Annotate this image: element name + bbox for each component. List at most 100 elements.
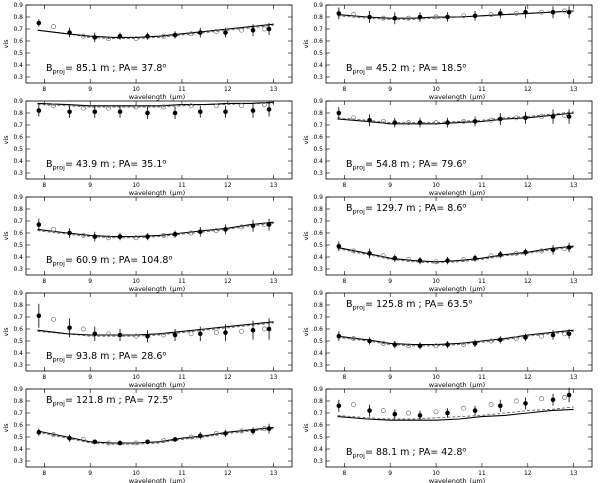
x-tick-label: 9 — [388, 86, 392, 93]
y-axis-label: vis — [2, 135, 10, 145]
baseline-value: 125.8 — [376, 299, 403, 310]
x-axis-label-unit: (μm) — [170, 285, 186, 293]
model-curve-dashed — [337, 406, 574, 420]
y-tick-label: 0.3 — [313, 74, 323, 81]
degree-symbol: o — [168, 254, 172, 262]
degree-symbol: o — [462, 202, 466, 210]
y-tick-label: 0.7 — [313, 122, 323, 129]
model-curve-dashed — [37, 102, 274, 108]
x-tick-label: 10 — [432, 278, 440, 285]
alt-data-point — [433, 14, 439, 20]
x-tick-label: 11 — [478, 86, 486, 93]
x-axis-label: wavelength (μm) — [429, 477, 485, 483]
panel-3: 8 9 10 11 12 13 0.3 0.4 0.5 0.6 0.7 0.8 0.9 wavelengt… — [2, 98, 293, 197]
x-axis-label-unit: (μm) — [470, 93, 486, 101]
y-tick-label: 0.7 — [13, 218, 23, 225]
y-tick-label: 0.6 — [13, 326, 23, 333]
data-point — [266, 107, 272, 112]
y-tick-label: 0.4 — [13, 350, 23, 357]
y-tick-label: 0.9 — [13, 194, 23, 201]
x-axis-label-text: wavelength — [429, 93, 467, 101]
data-point — [497, 116, 503, 122]
alt-data-point — [51, 316, 56, 322]
alt-data-point — [106, 235, 112, 241]
y-tick-label: 0.7 — [313, 314, 323, 321]
x-tick-label: 8 — [42, 278, 46, 285]
pa-value: 8.6 — [447, 203, 462, 214]
baseline-value: 93.8 — [76, 351, 97, 362]
y-tick-label: 0.4 — [13, 62, 23, 69]
baseline-subscript: proj — [353, 68, 366, 76]
data-point — [417, 343, 423, 349]
data-point — [67, 435, 72, 441]
y-axis-label: vis — [302, 327, 310, 337]
panel-4: 8 9 10 11 12 13 0.3 0.4 0.5 0.6 0.7 0.8 0.9 wavelengt… — [302, 98, 593, 197]
alt-data-point — [351, 336, 356, 342]
y-tick-label: 0.3 — [13, 362, 23, 369]
baseline-unit: m ; PA= — [397, 63, 441, 74]
alt-data-point — [80, 105, 86, 111]
y-axis-label: vis — [302, 423, 310, 433]
data-point — [472, 13, 478, 19]
plot-frame — [25, 100, 293, 180]
x-tick-label: 13 — [570, 470, 578, 477]
baseline-subscript: proj — [53, 260, 66, 268]
x-axis-label: wavelength (μm) — [429, 93, 485, 101]
data-point — [197, 229, 203, 235]
data-point — [92, 331, 98, 337]
x-tick-label: 10 — [132, 470, 140, 477]
y-tick-label: 0.7 — [313, 410, 323, 417]
baseline-prefix: B — [46, 63, 53, 74]
data-point — [67, 325, 72, 331]
x-tick-label: 10 — [132, 278, 140, 285]
data-point — [566, 331, 572, 337]
baseline-eq: = — [65, 63, 76, 74]
baseline-unit: m ; PA= — [403, 299, 447, 310]
data-point — [566, 392, 572, 398]
x-tick-label: 9 — [388, 278, 392, 285]
baseline-subscript: proj — [53, 356, 66, 364]
data-point — [117, 109, 123, 115]
alt-data-point — [461, 342, 467, 348]
plot-frame — [25, 292, 293, 372]
y-tick-label: 0.9 — [313, 98, 323, 105]
x-tick-label: 12 — [524, 86, 532, 93]
model-curve-dashed — [37, 322, 274, 337]
data-point — [550, 9, 556, 15]
x-tick-label: 13 — [270, 278, 278, 285]
plot-frame — [325, 196, 593, 276]
x-tick-label: 8 — [342, 278, 346, 285]
pa-value: 37.8 — [141, 63, 162, 74]
x-tick-label: 12 — [224, 470, 232, 477]
data-point — [497, 337, 503, 343]
y-tick-label: 0.4 — [313, 254, 323, 261]
baseline-eq: = — [65, 351, 76, 362]
alt-data-point — [133, 36, 139, 42]
y-tick-label: 0.5 — [313, 50, 323, 57]
data-point — [223, 431, 228, 436]
model-curve-solid — [37, 23, 274, 38]
baseline-unit: m ; PA= — [403, 203, 447, 214]
baseline-subscript: proj — [353, 452, 366, 460]
data-point — [472, 408, 478, 413]
alt-data-point — [213, 430, 219, 436]
y-tick-label: 0.4 — [13, 158, 23, 165]
data-point — [336, 403, 342, 409]
alt-data-point — [461, 13, 467, 19]
alt-data-point — [380, 118, 386, 124]
baseline-label: Bproj= 88.1 m ; PA= 42.8o — [346, 446, 466, 460]
y-tick-label: 0.8 — [13, 398, 23, 405]
baseline-prefix: B — [46, 351, 53, 362]
x-tick-label: 12 — [224, 182, 232, 189]
data-point — [367, 14, 372, 20]
data-point — [445, 120, 450, 125]
data-point — [36, 222, 42, 227]
data-point — [117, 332, 123, 338]
data-point — [266, 326, 272, 332]
alt-data-point — [239, 224, 245, 230]
panel-9: 8 9 10 11 12 13 0.3 0.4 0.5 0.6 0.7 0.8 0.9 wavelengt… — [2, 386, 293, 483]
x-tick-label: 10 — [132, 182, 140, 189]
y-tick-label: 0.5 — [313, 434, 323, 441]
alt-data-point — [539, 333, 545, 339]
x-axis-label-unit: (μm) — [170, 93, 186, 101]
